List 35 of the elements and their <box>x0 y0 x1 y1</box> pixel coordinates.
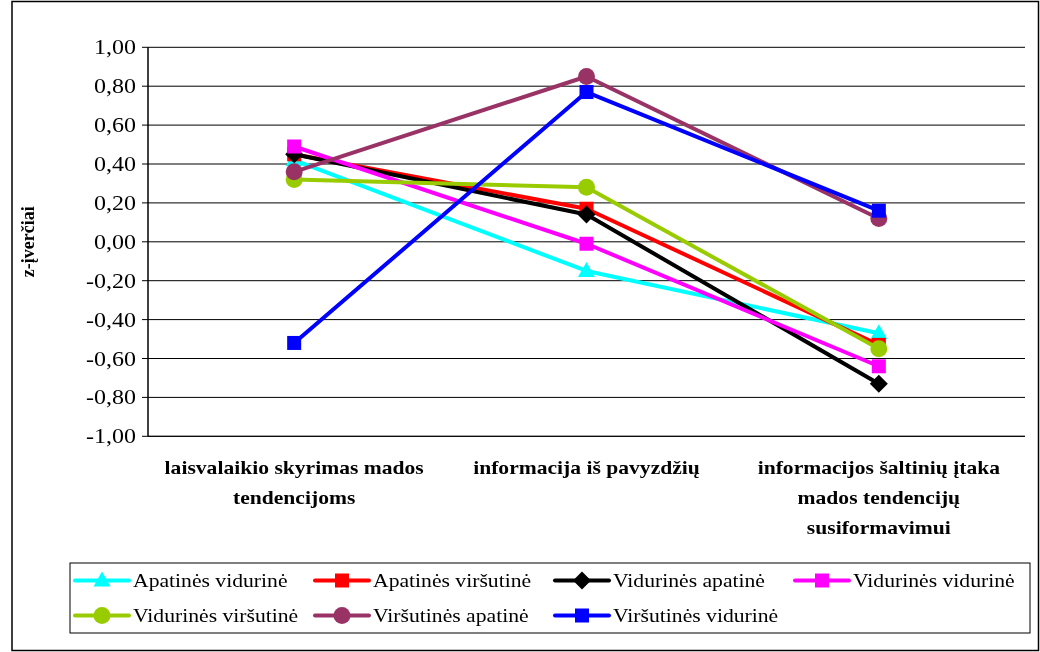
y-tick-label: 0,80 <box>94 75 136 98</box>
point <box>578 178 595 196</box>
legend-label: Vidurinės viršutinė <box>133 605 299 626</box>
y-tick-label: -0,40 <box>86 308 136 332</box>
x-tick-label: informacijos šaltinių įtaka mados tendencijų susiformavimui <box>757 457 1001 538</box>
point <box>287 335 302 350</box>
point <box>285 163 303 181</box>
point <box>578 261 595 277</box>
legend-label: Vidurinės apatinė <box>613 570 765 592</box>
y-tick-label: -0,80 <box>86 386 136 409</box>
x-tick-label: laisvalaikio skyrimas mados tendencijoms <box>164 457 425 508</box>
legend-label: Apatinės vidurinė <box>133 570 288 592</box>
point <box>287 139 302 154</box>
point <box>579 236 594 251</box>
point <box>869 374 888 393</box>
legend-label: Viršutinės vidurinė <box>613 605 779 626</box>
legend-label: Viršutinės apatinė <box>373 605 529 627</box>
legend-label: Vidurinės vidurinė <box>853 570 1015 591</box>
y-tick-label: -0,20 <box>86 269 136 293</box>
y-tick-label: 1,00 <box>94 36 136 59</box>
y-axis-title: z-įverčiai <box>18 206 38 278</box>
point <box>578 67 595 85</box>
point <box>871 203 886 218</box>
point <box>871 359 886 374</box>
point <box>870 340 888 358</box>
point <box>577 205 596 224</box>
y-tick-label: 0,20 <box>94 191 136 215</box>
point <box>579 85 594 100</box>
y-tick-label: -0,60 <box>86 347 136 371</box>
y-tick-label: 0,40 <box>94 152 136 176</box>
y-tick-label: 0,00 <box>94 230 136 254</box>
y-tick-label: -1,00 <box>86 425 136 448</box>
legend-label: Apatinės viršutinė <box>373 570 532 592</box>
y-tick-label: 0,60 <box>94 113 136 137</box>
x-tick-label: informacija iš pavyzdžių <box>473 457 700 478</box>
